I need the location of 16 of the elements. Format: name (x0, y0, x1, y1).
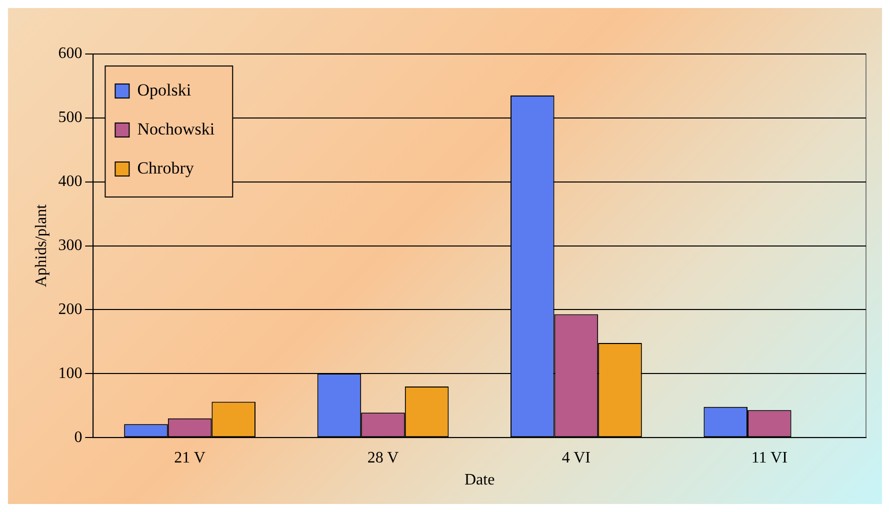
y-tick-label: 200 (58, 300, 82, 318)
x-tick-label: 21 V (174, 449, 206, 466)
legend-label: Chrobry (137, 158, 194, 178)
x-tick-label: 11 VI (751, 449, 788, 466)
legend-label: Opolski (137, 80, 192, 100)
y-tick-label: 600 (58, 45, 82, 62)
y-tick-label: 500 (58, 109, 82, 126)
y-tick-label: 100 (58, 364, 82, 382)
x-tick-label: 4 VI (562, 449, 590, 466)
legend-label: Nochowski (137, 119, 215, 138)
y-tick-label: 300 (58, 237, 82, 254)
y-axis-title: Aphids/plant (32, 204, 50, 288)
x-tick-label: 28 V (367, 449, 400, 466)
y-tick-label: 0 (74, 428, 82, 446)
y-tick-label: 400 (58, 173, 82, 190)
x-axis-title: Date (464, 472, 495, 489)
